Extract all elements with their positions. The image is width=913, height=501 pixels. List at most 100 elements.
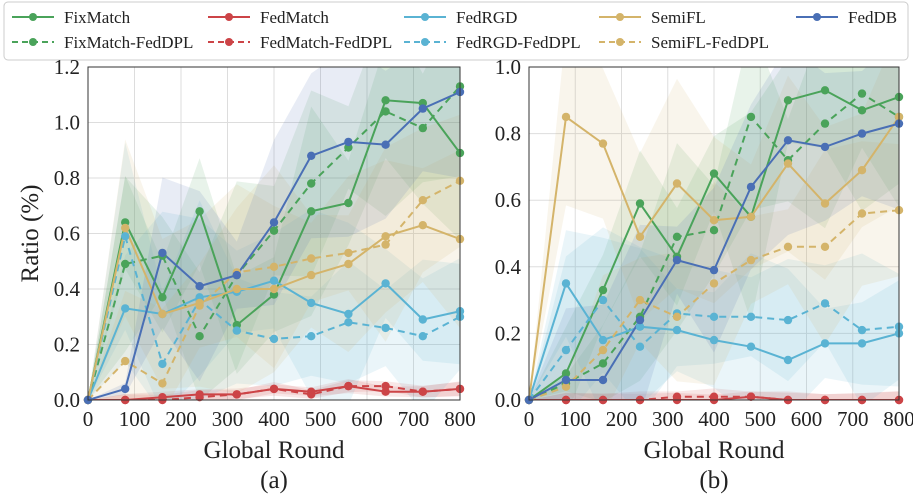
- data-point-fedmatch-feddpl: [269, 384, 279, 394]
- confidence-bands: [88, 67, 460, 400]
- data-point-fedrgd-feddpl: [746, 312, 756, 321]
- x-tick-label: 700: [837, 407, 869, 431]
- data-point-semifl: [561, 112, 571, 122]
- data-point-fedrgd-feddpl: [820, 299, 830, 308]
- data-point-fedrgd-feddpl: [598, 295, 608, 305]
- legend-item-fixmatch: FixMatch: [12, 8, 131, 27]
- data-point-semifl: [418, 221, 427, 230]
- data-point-fixmatch: [635, 199, 645, 208]
- data-point-fedmatch-feddpl: [418, 387, 427, 396]
- legend-label-feddb: FedDB: [848, 8, 897, 27]
- x-tick-label: 600: [351, 407, 383, 431]
- data-point-fedrgd-feddpl: [158, 359, 167, 369]
- data-point-semifl-feddpl: [635, 295, 645, 305]
- data-point-fedrgd: [561, 279, 571, 288]
- data-point-fedrgd: [381, 279, 390, 288]
- x-tick-label: 400: [258, 407, 290, 431]
- data-point-fedrgd: [820, 339, 830, 348]
- data-point-fixmatch: [820, 86, 830, 95]
- data-point-feddb: [121, 384, 130, 394]
- data-point-fedrgd-feddpl: [381, 323, 390, 333]
- data-point-semifl: [672, 179, 682, 188]
- panel-label: (b): [699, 467, 728, 494]
- x-tick-label: 600: [791, 407, 823, 431]
- legend-marker-semifl-feddpl: [616, 38, 624, 46]
- x-tick-label: 300: [212, 407, 244, 431]
- data-point-fedmatch-feddpl: [344, 381, 353, 391]
- data-point-feddb: [635, 315, 645, 325]
- x-tick-label: 500: [305, 407, 337, 431]
- data-point-fedrgd-feddpl: [269, 334, 279, 344]
- data-point-semifl-feddpl: [672, 312, 682, 321]
- x-tick-label: 800: [883, 407, 913, 431]
- data-point-semifl-feddpl: [418, 196, 427, 205]
- data-point-fedrgd: [857, 339, 867, 348]
- data-point-fixmatch-feddpl: [746, 112, 756, 122]
- data-point-fedrgd-feddpl: [709, 312, 719, 321]
- data-point-semifl: [746, 212, 756, 221]
- y-tick-label: 0.2: [495, 321, 521, 345]
- legend-label-fixmatch: FixMatch: [64, 8, 131, 27]
- legend-label-semifl: SemiFL: [651, 8, 706, 27]
- data-point-fedrgd-feddpl: [121, 232, 130, 241]
- legend-item-fixmatch-feddpl: FixMatch-FedDPL: [12, 33, 193, 52]
- legend-item-fedmatch: FedMatch: [208, 8, 329, 27]
- x-tick-label: 400: [698, 407, 730, 431]
- data-point-fedmatch-feddpl: [381, 381, 390, 391]
- legend-marker-fixmatch-feddpl: [29, 38, 37, 46]
- y-tick-label: 1.2: [54, 55, 80, 79]
- data-point-feddb: [857, 129, 867, 138]
- legend-label-fedrgd: FedRGD: [456, 8, 517, 27]
- data-point-feddb: [195, 282, 204, 291]
- data-point-fedrgd-feddpl: [232, 326, 241, 335]
- data-point-fixmatch-feddpl: [418, 123, 427, 133]
- legend-item-semifl-feddpl: SemiFL-FedDPL: [599, 33, 769, 52]
- data-point-semifl-feddpl: [598, 345, 608, 355]
- data-point-fixmatch: [158, 293, 167, 302]
- data-point-fixmatch-feddpl: [307, 179, 316, 188]
- data-point-fixmatch-feddpl: [857, 89, 867, 98]
- y-tick-label: 0.2: [54, 333, 80, 357]
- data-point-fedrgd: [269, 276, 279, 285]
- data-point-semifl: [709, 216, 719, 225]
- data-point-fixmatch: [381, 96, 390, 105]
- data-point-feddb: [158, 248, 167, 258]
- data-point-semifl-feddpl: [381, 240, 390, 249]
- data-point-fedmatch-feddpl: [746, 392, 756, 401]
- legend-marker-semifl: [616, 13, 624, 21]
- data-point-fedmatch-feddpl: [709, 392, 719, 401]
- data-point-semifl-feddpl: [307, 254, 316, 263]
- y-tick-label: 0.0: [54, 388, 80, 412]
- data-point-fedmatch-feddpl: [195, 393, 204, 402]
- data-point-fixmatch-feddpl: [709, 226, 719, 235]
- data-point-fixmatch: [561, 369, 571, 378]
- x-tick-label: 800: [444, 407, 476, 431]
- data-point-fedrgd-feddpl: [307, 332, 316, 341]
- legend-label-fedmatch-feddpl: FedMatch-FedDPL: [260, 33, 392, 52]
- data-point-semifl-feddpl: [561, 382, 571, 391]
- y-tick-label: 0.8: [54, 166, 80, 190]
- data-point-semifl-feddpl: [344, 248, 353, 258]
- legend-marker-fedmatch-feddpl: [225, 38, 233, 46]
- legend-marker-fixmatch: [29, 13, 37, 21]
- data-point-semifl-feddpl: [709, 279, 719, 288]
- data-point-semifl: [783, 159, 793, 168]
- tick-labels: 0 100 200 300 400 500 600 700 800 0.0 0.2 0.4 0.6 0.8…: [54, 55, 476, 431]
- data-point-fedrgd: [709, 335, 719, 345]
- legend-item-feddb: FedDB: [796, 8, 897, 27]
- data-point-semifl-feddpl: [857, 209, 867, 218]
- legend-label-semifl-feddpl: SemiFL-FedDPL: [651, 33, 769, 52]
- data-point-fixmatch: [783, 96, 793, 105]
- data-point-fedrgd-feddpl: [344, 318, 353, 327]
- data-point-semifl: [598, 139, 608, 148]
- data-point-fixmatch-feddpl: [195, 332, 204, 341]
- data-point-feddb: [381, 140, 390, 149]
- data-point-semifl-feddpl: [820, 242, 830, 251]
- x-tick-label: 200: [165, 407, 197, 431]
- data-point-semifl: [820, 199, 830, 208]
- data-point-fedmatch-feddpl: [672, 392, 682, 401]
- x-tick-label: 200: [606, 407, 638, 431]
- axes-frame: [87, 66, 461, 401]
- y-tick-label: 0.6: [495, 188, 521, 212]
